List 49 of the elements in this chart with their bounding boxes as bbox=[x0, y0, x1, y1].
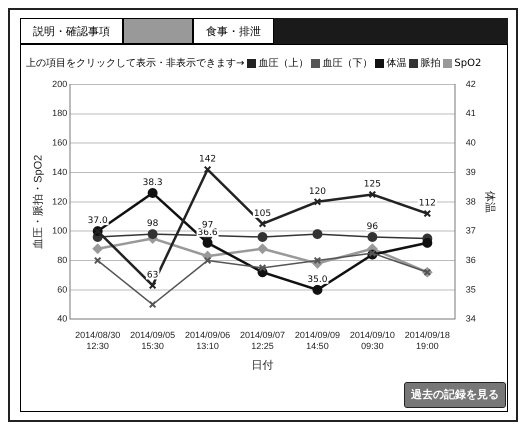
data-label: 98 bbox=[146, 219, 159, 230]
x-tick-label: 2014/09/09 14:50 bbox=[294, 330, 340, 351]
data-label: 96 bbox=[366, 222, 378, 232]
y2-tick-label: 34 bbox=[466, 314, 476, 324]
legend-label: 血圧（上） bbox=[258, 56, 308, 70]
y-tick-label: 200 bbox=[52, 78, 68, 89]
text: 上の項目をクリックして表示・非表示できます→ bbox=[26, 56, 244, 70]
y-tick-label: 140 bbox=[52, 166, 68, 177]
text: 説明・確認事項 bbox=[20, 18, 123, 44]
data-label: 120 bbox=[308, 186, 326, 197]
data-label: 97 bbox=[202, 220, 214, 231]
y2-tick-label: 35 bbox=[466, 284, 476, 294]
y2-tick-label: 39 bbox=[466, 166, 476, 177]
x-tick-label: 2014/09/05 15:30 bbox=[130, 330, 176, 351]
y2-tick-label: 40 bbox=[466, 138, 476, 148]
y-tick-label: 60 bbox=[57, 284, 68, 294]
data-label: 35.0 bbox=[307, 274, 328, 285]
data-label: 38.3 bbox=[142, 178, 163, 188]
text: 過去の記録を見る bbox=[404, 382, 506, 408]
data-label: 112 bbox=[418, 198, 436, 209]
y-tick-label: 80 bbox=[57, 254, 68, 265]
y2-axis-title: 体温 bbox=[483, 190, 496, 213]
y-tick-label: 100 bbox=[52, 226, 68, 236]
y-axis-title: 血圧・脈拍・SpO2 bbox=[32, 154, 45, 249]
data-label: 105 bbox=[254, 208, 272, 219]
y2-tick-label: 37 bbox=[466, 226, 476, 236]
data-label: 125 bbox=[364, 179, 381, 190]
data-label: 37.0 bbox=[88, 216, 108, 226]
y2-tick-label: 36 bbox=[466, 254, 476, 265]
y2-tick-label: 42 bbox=[466, 78, 476, 89]
x-tick-label: 2014/09/06 13:10 bbox=[185, 330, 230, 351]
y-tick-label: 180 bbox=[52, 108, 68, 118]
y2-tick-label: 38 bbox=[466, 196, 476, 206]
x-tick-label: 2014/08/30 12:30 bbox=[75, 330, 120, 351]
legend-label: 血圧（下） bbox=[322, 57, 372, 70]
y-tick-label: 40 bbox=[57, 314, 68, 324]
x-tick-label: 2014/09/07 12:25 bbox=[240, 330, 286, 351]
legend-label: 体温 bbox=[386, 57, 406, 70]
text: 食事・排泄 bbox=[193, 18, 274, 44]
y-tick-label: 120 bbox=[52, 196, 68, 206]
x-axis-title: 日付 bbox=[252, 359, 274, 372]
x-tick-label: 2014/09/18 19:00 bbox=[404, 330, 450, 351]
x-tick-label: 2014/09/10 09:30 bbox=[350, 330, 395, 351]
data-label: 63 bbox=[146, 270, 158, 280]
y-tick-label: 160 bbox=[52, 138, 68, 148]
data-label: 142 bbox=[198, 154, 216, 165]
legend-label: 脈拍 bbox=[420, 56, 440, 70]
legend-label: SpO2 bbox=[454, 58, 482, 68]
y2-tick-label: 41 bbox=[466, 108, 476, 118]
